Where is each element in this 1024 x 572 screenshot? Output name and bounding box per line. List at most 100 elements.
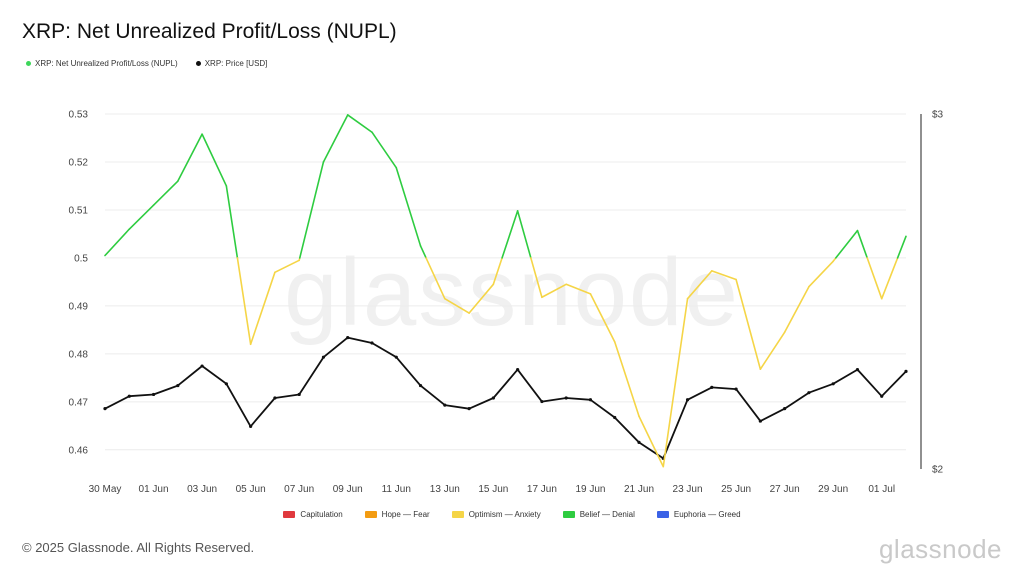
x-tick-label: 17 Jun xyxy=(527,484,557,495)
zone-legend-hope-fear[interactable]: Hope — Fear xyxy=(364,510,430,519)
price-point xyxy=(394,355,398,359)
nupl-segment xyxy=(711,270,737,281)
nupl-segment xyxy=(419,245,427,259)
nupl-segment xyxy=(530,257,543,299)
x-tick-label: 09 Jun xyxy=(333,484,363,495)
nupl-segment xyxy=(880,257,899,300)
nupl-segment xyxy=(589,293,616,343)
price-point xyxy=(855,368,860,372)
y-right-tick-label: $3 xyxy=(932,110,944,121)
zone-swatch-euphoria-greed xyxy=(656,511,669,518)
nupl-segment xyxy=(735,278,762,371)
x-tick-label: 25 Jun xyxy=(721,484,751,495)
price-point xyxy=(370,341,374,345)
price-point xyxy=(249,424,253,428)
chart-title: XRP: Net Unrealized Profit/Loss (NUPL) xyxy=(22,20,397,43)
y-left-tick-label: 0.5 xyxy=(74,253,88,264)
zone-legend-optimism-anxiety[interactable]: Optimism — Anxiety xyxy=(451,510,541,519)
y-left-tick-label: 0.51 xyxy=(69,205,89,216)
nupl-segment xyxy=(225,185,239,259)
copyright-text: © 2025 Glassnode. All Rights Reserved. xyxy=(22,540,255,555)
nupl-segment xyxy=(468,283,495,314)
x-tick-label: 30 May xyxy=(89,484,122,495)
y-left-tick-label: 0.46 xyxy=(69,445,89,456)
x-tick-label: 29 Jun xyxy=(818,484,848,495)
price-point xyxy=(516,368,520,372)
price-point xyxy=(224,382,228,386)
legend-label-price: XRP: Price [USD] xyxy=(204,59,268,68)
nupl-segment xyxy=(613,341,640,418)
legend-dot-price xyxy=(195,61,201,66)
zone-swatch-capitulation xyxy=(283,511,296,518)
x-tick-label: 01 Jul xyxy=(868,484,895,495)
price-point xyxy=(880,394,884,398)
price-point xyxy=(297,392,301,397)
nupl-segment xyxy=(346,114,373,134)
legend-item-price[interactable]: XRP: Price [USD] xyxy=(195,59,268,68)
price-point xyxy=(443,403,447,407)
nupl-segment xyxy=(322,114,349,163)
price-point xyxy=(176,383,180,388)
y-left-tick-label: 0.47 xyxy=(69,397,89,408)
nupl-segment xyxy=(783,285,810,334)
nupl-segment xyxy=(371,131,398,169)
nupl-segment xyxy=(896,235,907,259)
legend-item-nupl[interactable]: XRP: Net Unrealized Profit/Loss (NUPL) xyxy=(26,59,178,68)
legend-label-nupl: XRP: Net Unrealized Profit/Loss (NUPL) xyxy=(35,59,178,68)
nupl-segment xyxy=(501,210,519,259)
x-tick-label: 07 Jun xyxy=(284,484,314,495)
price-point xyxy=(831,382,835,386)
price-point xyxy=(467,407,471,411)
price-point xyxy=(200,364,204,368)
nupl-segment xyxy=(444,297,470,314)
nupl-segment xyxy=(516,210,532,259)
zone-label-capitulation: Capitulation xyxy=(300,510,343,519)
y-right-tick-label: $2 xyxy=(932,465,944,476)
nupl-segment xyxy=(128,204,155,230)
price-point xyxy=(685,398,690,402)
nupl-segment xyxy=(425,257,446,300)
nupl-segment xyxy=(866,257,883,300)
price-point xyxy=(758,419,762,423)
nupl-segment xyxy=(201,133,228,187)
zone-label-belief-denial: Belief — Denial xyxy=(579,510,635,519)
x-tick-label: 15 Jun xyxy=(478,484,508,495)
x-tick-label: 21 Jun xyxy=(624,484,654,495)
series-legend: XRP: Net Unrealized Profit/Loss (NUPL) X… xyxy=(26,59,267,68)
zone-label-euphoria-greed: Euphoria — Greed xyxy=(673,510,741,519)
nupl-segment xyxy=(152,180,179,206)
x-tick-label: 27 Jun xyxy=(770,484,800,495)
price-point xyxy=(151,392,156,397)
zone-legend-capitulation[interactable]: Capitulation xyxy=(283,510,343,519)
nupl-segment xyxy=(298,161,325,259)
nupl-segment xyxy=(759,331,786,371)
price-point xyxy=(491,396,495,400)
nupl-segment xyxy=(249,271,276,346)
nupl-segment xyxy=(835,229,859,259)
nupl-segment xyxy=(177,133,203,182)
nupl-segment xyxy=(638,415,665,468)
nupl-segment xyxy=(395,166,422,247)
price-point xyxy=(613,415,617,420)
zone-label-hope-fear: Hope — Fear xyxy=(381,510,430,519)
price-point xyxy=(734,387,738,391)
zone-swatch-hope-fear xyxy=(364,511,377,518)
price-point xyxy=(418,383,423,388)
y-left-tick-label: 0.53 xyxy=(69,110,89,121)
price-point xyxy=(783,407,787,411)
price-point xyxy=(127,394,131,398)
nupl-segment xyxy=(565,283,592,295)
zone-legend-belief-denial[interactable]: Belief — Denial xyxy=(562,510,635,519)
nupl-segment xyxy=(686,270,713,300)
price-point xyxy=(807,391,811,395)
zone-legend-euphoria-greed[interactable]: Euphoria — Greed xyxy=(656,510,741,519)
nupl-segment xyxy=(541,283,567,299)
price-point xyxy=(346,336,350,340)
y-left-tick-label: 0.52 xyxy=(69,157,89,168)
x-tick-label: 01 Jun xyxy=(139,484,169,495)
x-tick-label: 11 Jun xyxy=(382,484,411,495)
nupl-segment xyxy=(856,229,868,259)
price-point xyxy=(710,385,714,389)
nupl-segment xyxy=(492,257,503,286)
